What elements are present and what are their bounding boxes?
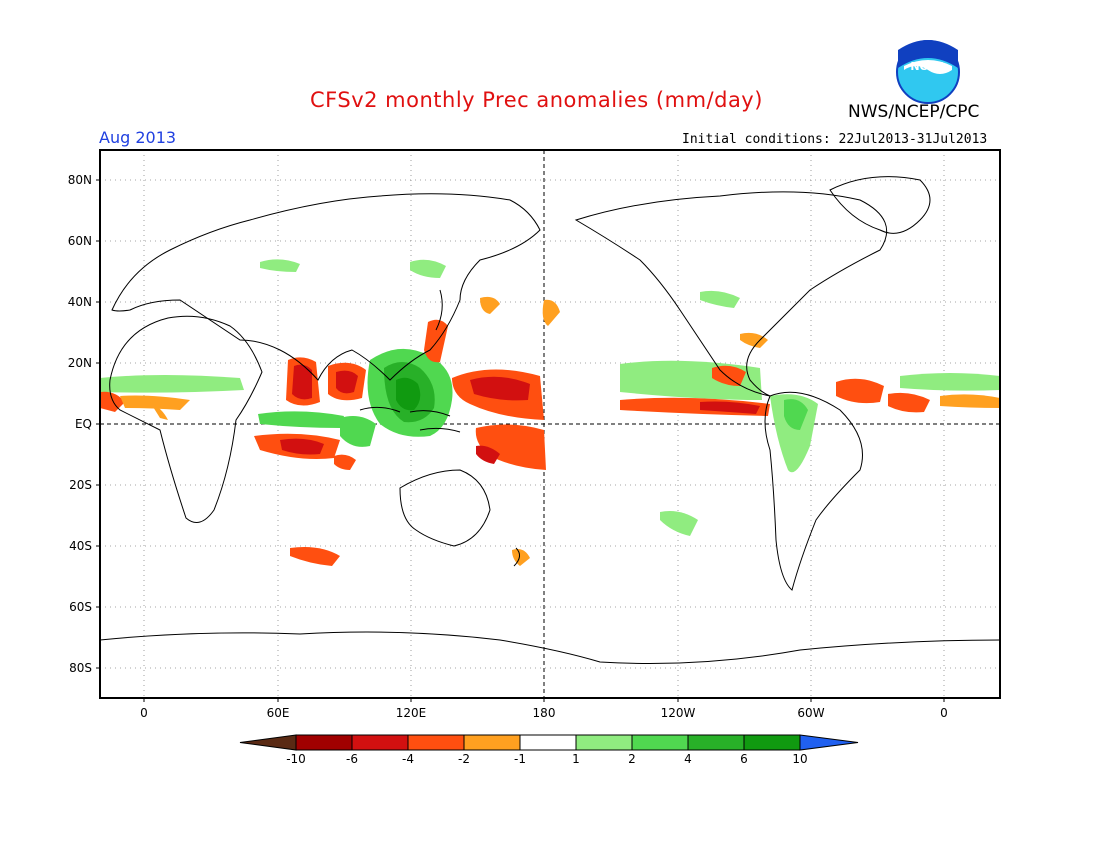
legend-swatch (743, 734, 801, 751)
axis-ticks (96, 179, 945, 702)
legend-label: -2 (458, 752, 470, 766)
legend-swatch (351, 734, 409, 751)
coast-africa (109, 315, 263, 523)
coast-australia (399, 469, 491, 547)
legend-arrow-low (239, 734, 297, 751)
lon-label: 60W (797, 706, 824, 720)
lat-label: 60N (68, 234, 92, 248)
anomaly-tropical-atlantic-dry (836, 378, 884, 404)
coast-north-america (574, 191, 888, 397)
coast-antarctica (100, 631, 1000, 664)
anomaly-indian-ocean-dry (254, 433, 340, 459)
anomaly-gulf-guinea-dry (120, 395, 190, 410)
lon-label: 60E (267, 706, 290, 720)
anomaly-arabian-sea-dry (286, 357, 320, 406)
anomaly-kuroshio-dry (424, 319, 448, 363)
legend-swatches (239, 734, 859, 751)
anomaly-east-pacific-dry (620, 397, 770, 416)
lon-label: 120E (396, 706, 427, 720)
anomaly-maritime-wet (367, 348, 453, 437)
grid-lines (100, 150, 1000, 698)
legend-swatch (687, 734, 745, 751)
color-legend: -10 -6 -4 -2 -1 1 2 4 6 10 (239, 734, 859, 766)
lat-label: EQ (75, 417, 92, 431)
legend-label: 10 (792, 752, 807, 766)
anomaly-west-pacific-dry (452, 369, 544, 420)
legend-label: -1 (514, 752, 526, 766)
anomaly-atlantic-wet-band (100, 375, 244, 393)
lat-label: 80N (68, 173, 92, 187)
legend-label: 2 (628, 752, 636, 766)
coast-eurasia (111, 193, 541, 381)
legend-label: 6 (740, 752, 748, 766)
legend-label: -10 (286, 752, 306, 766)
anomaly-east-pacific-wet (620, 360, 762, 400)
legend-swatch (407, 734, 465, 751)
lon-labels: 0 60E 120E 180 120W 60W 0 (140, 706, 948, 720)
coast-greenland (829, 176, 931, 234)
legend-label: -6 (346, 752, 358, 766)
initial-conditions-label: Initial conditions: 22Jul2013-31Jul2013 (682, 132, 988, 147)
lon-label: 0 (940, 706, 948, 720)
lat-label: 20N (68, 356, 92, 370)
anomaly-south-america-wet (770, 394, 818, 473)
anomaly-bengal-dry (328, 362, 366, 401)
legend-arrow-high (799, 734, 859, 751)
legend-label: -4 (402, 752, 414, 766)
lat-label: 40N (68, 295, 92, 309)
map-frame (99, 149, 1001, 699)
coast-nz (513, 547, 520, 567)
agency-label: NWS/NCEP/CPC (848, 102, 980, 122)
legend-swatch (575, 734, 633, 751)
anomaly-field (100, 259, 1000, 566)
map-title: CFSv2 monthly Prec anomalies (mm/day) (310, 88, 763, 112)
legend-swatch (631, 734, 689, 751)
equator-dateline (100, 150, 1000, 698)
legend-swatch (519, 734, 577, 751)
coast-south-america (764, 391, 863, 591)
legend-swatch (295, 734, 353, 751)
noaa-logo: NOAA (896, 40, 960, 104)
legend-label: 1 (572, 752, 580, 766)
legend-label: 4 (684, 752, 692, 766)
lat-label: 20S (69, 478, 92, 492)
lon-label: 120W (661, 706, 696, 720)
noaa-logo-text: NOAA (910, 60, 946, 73)
lat-label: 80S (69, 661, 92, 675)
anomaly-africa-dry (100, 391, 125, 412)
coast-indonesia (359, 406, 461, 433)
valid-month-label: Aug 2013 (99, 128, 177, 147)
legend-swatch (463, 734, 521, 751)
legend-labels: -10 -6 -4 -2 -1 1 2 4 6 10 (286, 752, 807, 766)
lon-label: 180 (533, 706, 556, 720)
anomaly-indian-ocean-wet (258, 411, 344, 428)
lat-labels: 80N 60N 40N 20N EQ 20S 40S 60S 80S (68, 173, 92, 675)
coast-japan (435, 289, 443, 331)
lon-label: 0 (140, 706, 148, 720)
lat-label: 40S (69, 539, 92, 553)
coastlines (100, 176, 1000, 664)
lat-label: 60S (69, 600, 92, 614)
